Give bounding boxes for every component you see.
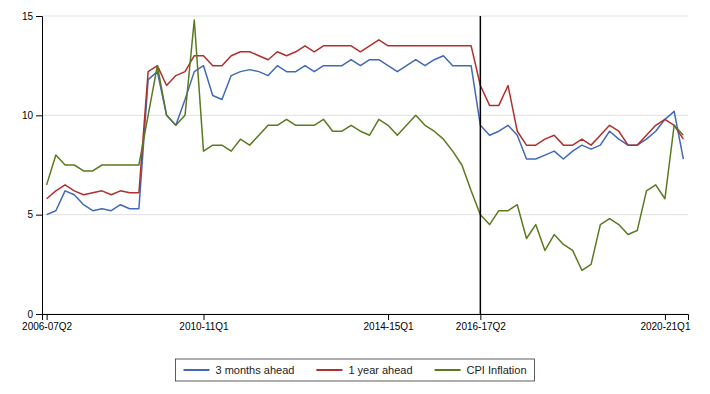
series-line [47, 56, 684, 215]
tick-mark [36, 115, 42, 116]
x-tick: 2016-17Q2 [456, 314, 506, 332]
tick-label: 2010-11Q1 [179, 321, 229, 332]
tick-mark [480, 314, 481, 320]
tick-label: 0 [27, 309, 33, 320]
tick-label: 2016-17Q2 [456, 321, 506, 332]
x-tick: 2014-15Q1 [364, 314, 414, 332]
grid-line [42, 214, 688, 215]
y-tick: 0 [27, 309, 42, 320]
tick-mark [47, 314, 48, 320]
x-axis: 2006-07Q2 2010-11Q1 2014-15Q1 2016-17Q2 2020… [22, 314, 691, 332]
y-tick: 10 [22, 110, 42, 121]
x-tick: 2020-21Q1 [640, 314, 690, 332]
y-axis: 0 5 10 15 [22, 11, 43, 320]
tick-mark [36, 215, 42, 216]
series-line [47, 40, 684, 199]
tick-mark [36, 16, 42, 17]
series-line [47, 20, 684, 270]
legend-item: 1 year ahead [316, 364, 412, 376]
tick-label: 2014-15Q1 [364, 321, 414, 332]
axis-domain [43, 315, 689, 321]
axis-domain [36, 17, 43, 315]
tick-label: 10 [22, 110, 34, 121]
legend-swatch [435, 369, 461, 371]
legend-frame [175, 359, 534, 381]
legend-label: 1 year ahead [348, 364, 412, 376]
tick-mark [204, 314, 205, 320]
grid-line [42, 115, 688, 116]
tick-label: 2020-21Q1 [640, 321, 690, 332]
legend-swatch [316, 369, 342, 371]
grid [42, 16, 688, 314]
legend-label: 3 months ahead [215, 364, 294, 376]
y-tick: 5 [27, 209, 42, 220]
x-tick: 2006-07Q2 [22, 314, 72, 332]
legend-swatch [183, 369, 209, 371]
grid-line [42, 16, 688, 17]
chart: 0 5 10 15 2006-07Q2 2010-11Q1 2014-15Q1 2016-17… [0, 0, 710, 394]
tick-mark [36, 314, 42, 315]
tick-label: 5 [27, 209, 33, 220]
tick-label: 15 [22, 11, 34, 22]
y-tick: 15 [22, 11, 42, 22]
legend-label: CPI Inflation [467, 364, 527, 376]
x-tick: 2010-11Q1 [179, 314, 229, 332]
plot-area [47, 16, 684, 314]
reference-line [480, 16, 482, 314]
legend-item: CPI Inflation [435, 364, 527, 376]
tick-mark [665, 314, 666, 320]
tick-label: 2006-07Q2 [22, 321, 72, 332]
legend-item: 3 months ahead [183, 364, 294, 376]
tick-mark [388, 314, 389, 320]
legend: 3 months ahead 1 year ahead CPI Inflation [175, 359, 534, 381]
